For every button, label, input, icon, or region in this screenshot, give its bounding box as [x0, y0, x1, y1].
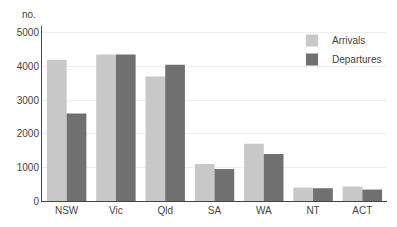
svg-text:NSW: NSW	[55, 205, 79, 216]
svg-text:2000: 2000	[17, 128, 40, 139]
svg-text:WA: WA	[256, 205, 272, 216]
svg-text:3000: 3000	[17, 95, 40, 106]
svg-text:4000: 4000	[17, 61, 40, 72]
svg-text:Departures: Departures	[332, 54, 381, 65]
svg-text:0: 0	[33, 196, 39, 207]
svg-text:ACT: ACT	[352, 205, 372, 216]
svg-text:Arrivals: Arrivals	[332, 35, 365, 46]
svg-text:Vic: Vic	[109, 205, 123, 216]
svg-text:SA: SA	[208, 205, 222, 216]
svg-text:5000: 5000	[17, 27, 40, 38]
svg-text:no.: no.	[22, 9, 36, 20]
svg-text:NT: NT	[306, 205, 319, 216]
svg-text:Qld: Qld	[157, 205, 173, 216]
svg-text:1000: 1000	[17, 162, 40, 173]
